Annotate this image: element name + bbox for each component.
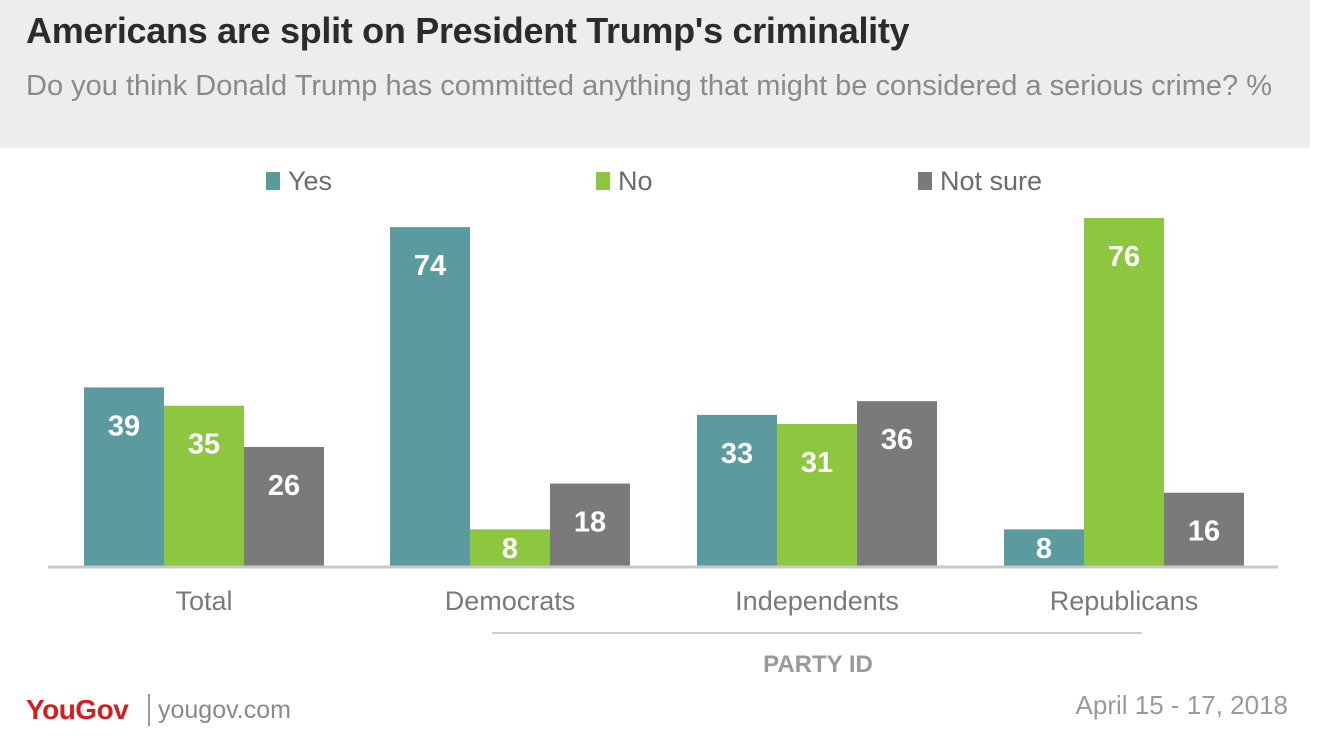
data-label-3-1: 76: [1108, 241, 1140, 273]
data-label-0-0: 39: [108, 410, 140, 442]
bar-1-0: [390, 227, 470, 566]
legend-swatch-0: [266, 172, 280, 190]
bar-3-1: [1084, 218, 1164, 566]
footer-site-link[interactable]: yougov.com: [158, 696, 291, 724]
legend-label-1: No: [618, 166, 653, 196]
bar-1-2: [550, 483, 630, 566]
x-tick-label-2: Independents: [735, 586, 899, 616]
data-label-1-1: 8: [502, 533, 518, 565]
legend-swatch-1: [596, 172, 610, 190]
group-label: PARTY ID: [763, 651, 873, 678]
x-tick-label-1: Democrats: [445, 586, 576, 616]
data-label-3-2: 16: [1188, 516, 1220, 548]
data-label-0-2: 26: [268, 470, 300, 502]
bar-0-2: [244, 446, 324, 566]
bar-3-0: [1004, 529, 1084, 566]
x-tick-label-0: Total: [175, 586, 232, 616]
data-label-2-0: 33: [721, 438, 753, 470]
bar-0-0: [84, 387, 164, 566]
x-tick-label-3: Republicans: [1050, 586, 1199, 616]
chart-subtitle: Do you think Donald Trump has committed …: [26, 70, 1273, 102]
data-label-0-1: 35: [188, 429, 220, 461]
data-label-3-0: 8: [1036, 533, 1052, 565]
footer-divider: [148, 694, 150, 726]
data-label-1-2: 18: [574, 507, 606, 539]
header-band: Americans are split on President Trump's…: [0, 0, 1310, 148]
legend-label-0: Yes: [288, 166, 332, 196]
bar-2-1: [777, 424, 857, 566]
bar-2-0: [697, 414, 777, 566]
bar-2-2: [857, 401, 937, 566]
survey-date: April 15 - 17, 2018: [1075, 690, 1288, 720]
data-label-1-0: 74: [414, 250, 446, 282]
data-label-2-1: 31: [801, 447, 833, 479]
yougov-logo: YouGov: [26, 694, 129, 725]
legend-label-2: Not sure: [940, 166, 1042, 196]
bar-1-1: [470, 529, 550, 566]
chart-title: Americans are split on President Trump's…: [26, 10, 910, 51]
bar-0-1: [164, 405, 244, 566]
bar-3-2: [1164, 492, 1244, 566]
data-label-2-2: 36: [881, 424, 913, 456]
legend-swatch-2: [918, 172, 932, 190]
